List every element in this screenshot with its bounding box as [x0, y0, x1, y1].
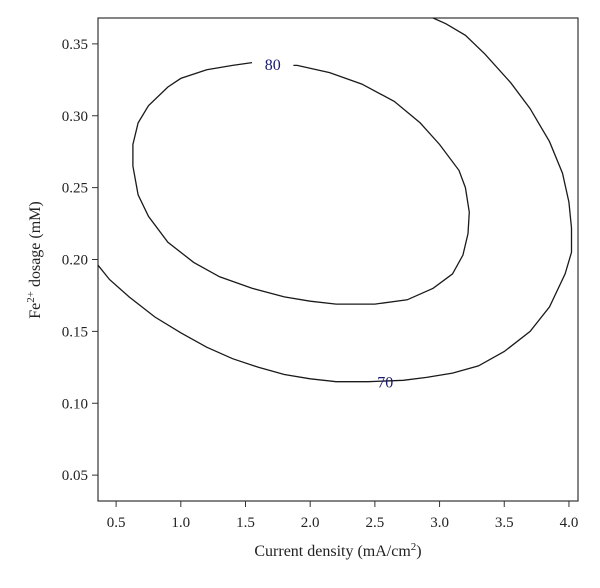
y-tick-label: 0.25 [62, 181, 88, 197]
x-tick-label: 1.5 [236, 515, 255, 531]
y-tick-label: 0.20 [62, 253, 88, 269]
contour-lines [97, 17, 573, 383]
y-axis-title: Fe2+ dosage (mM) [25, 201, 44, 318]
x-tick-label: 3.5 [495, 515, 514, 531]
x-tick-label: 2.0 [301, 515, 320, 531]
y-tick-label: 0.35 [62, 37, 88, 53]
x-tick-label: 4.0 [560, 515, 579, 531]
y-tick-label: 0.05 [62, 468, 88, 484]
y-tick-label: 0.15 [62, 324, 88, 340]
contour-line-80 [132, 61, 470, 305]
contour-label-80: 80 [265, 57, 281, 74]
y-axis: 0.05 0.10 0.15 0.20 0.25 0.30 0.35 [62, 37, 98, 484]
x-tick-label: 2.5 [365, 515, 384, 531]
plot-frame [97, 17, 579, 502]
x-axis: 0.5 1.0 1.5 2.0 2.5 3.0 3.5 4.0 [107, 501, 579, 531]
contour-label-70: 70 [377, 375, 393, 392]
x-tick-label: 0.5 [107, 515, 126, 531]
y-tick-label: 0.30 [62, 109, 88, 125]
x-tick-label: 1.0 [171, 515, 190, 531]
x-tick-label: 3.0 [430, 515, 449, 531]
contour-line-70 [97, 17, 573, 383]
x-axis-title: Current density (mA/cm2) [254, 541, 421, 560]
contour-labels: 80 70 [265, 57, 394, 392]
y-tick-label: 0.10 [62, 396, 88, 412]
